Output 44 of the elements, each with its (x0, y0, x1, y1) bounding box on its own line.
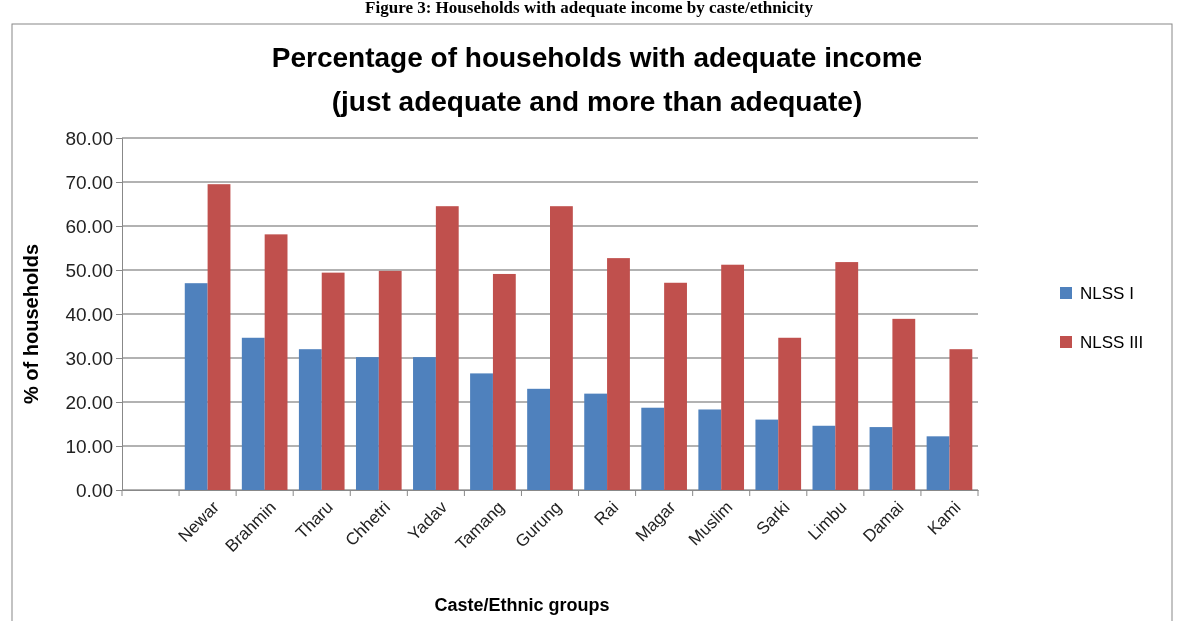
bar (778, 337, 802, 490)
chart-title: Percentage of households with adequate income (just adequate and more than adequate) (271, 42, 923, 117)
bar (926, 436, 950, 490)
y-tick-label: 30.00 (65, 347, 113, 369)
bar (435, 206, 459, 490)
bar (378, 270, 402, 490)
y-axis-title: % of households (20, 244, 42, 404)
bar (949, 349, 973, 490)
bar (184, 283, 208, 490)
bar (721, 264, 745, 490)
bar (241, 337, 265, 490)
bar (892, 318, 916, 490)
legend-label: NLSS III (1080, 332, 1144, 352)
bar (492, 273, 516, 490)
bar (298, 349, 322, 490)
bar (584, 393, 608, 490)
legend-label: NLSS I (1080, 283, 1134, 303)
y-tick-label: 70.00 (65, 171, 113, 193)
y-tick-label: 0.00 (76, 479, 113, 501)
bar (812, 425, 836, 490)
bar (321, 272, 345, 490)
bar (207, 184, 231, 490)
bar (264, 234, 288, 490)
bar (755, 419, 779, 490)
bar (664, 282, 687, 490)
y-tick-label: 20.00 (65, 391, 113, 413)
y-tick-label: 40.00 (65, 303, 113, 325)
caption: Figure 3: Households with adequate income by caste/ethnicity (365, 0, 814, 17)
bar (470, 373, 493, 490)
bar (698, 409, 722, 490)
y-tick-label: 10.00 (65, 435, 113, 457)
y-tick-label: 50.00 (65, 259, 113, 281)
bar (835, 262, 859, 490)
bar (641, 407, 665, 490)
bar (607, 258, 630, 490)
x-axis-title: Caste/Ethnic groups (434, 595, 610, 615)
bar (413, 357, 436, 490)
y-tick-label: 80.00 (65, 127, 113, 149)
bar (550, 206, 573, 490)
bar (527, 388, 550, 490)
bar (355, 357, 379, 490)
y-tick-label: 60.00 (65, 215, 113, 237)
x-tick-label: Rai (590, 497, 623, 530)
bar (869, 427, 893, 490)
